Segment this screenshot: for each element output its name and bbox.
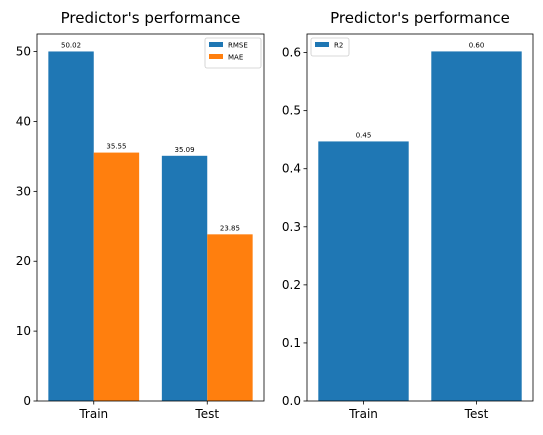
chart-left: Predictor's performance 50.02 35.09 35.55 23… (16, 9, 264, 421)
legend: RMSE MAE (205, 38, 261, 68)
x-tick-label: Test (194, 407, 219, 421)
data-label: 0.45 (356, 131, 372, 139)
chart-title: Predictor's performance (61, 9, 241, 27)
y-tick-label: 0.1 (282, 336, 301, 350)
y-tick-label: 50 (16, 45, 31, 59)
bar-rmse-train (48, 51, 93, 401)
chart-title: Predictor's performance (330, 9, 510, 27)
legend-label-rmse: RMSE (228, 42, 248, 50)
x-tick-label: Test (464, 407, 489, 421)
legend-label-r2: R2 (334, 42, 343, 50)
data-label: 0.60 (469, 41, 485, 49)
bar-r2-test (431, 51, 521, 401)
y-tick-label: 0 (23, 394, 31, 408)
legend-swatch-mae (209, 54, 223, 59)
y-tick-label: 0.6 (282, 46, 301, 60)
bar-mae-test (207, 234, 252, 401)
y-tick-label: 0.4 (282, 162, 301, 176)
y-tick-label: 20 (16, 254, 31, 268)
bar-r2-train (318, 141, 408, 401)
y-tick-label: 0.3 (282, 220, 301, 234)
x-tick-label: Train (78, 407, 108, 421)
bar-mae-train (94, 153, 139, 401)
legend-swatch-rmse (209, 42, 223, 47)
legend-label-mae: MAE (228, 54, 243, 62)
y-tick-label: 10 (16, 324, 31, 338)
legend: R2 (311, 38, 349, 56)
y-tick-label: 0.0 (282, 394, 301, 408)
y-tick-label: 0.5 (282, 104, 301, 118)
chart-right: Predictor's performance 0.45 0.60 0.0 0.1 0.2… (282, 9, 533, 421)
y-tick-label: 40 (16, 114, 31, 128)
bar-rmse-test (162, 156, 207, 401)
data-label: 35.55 (106, 143, 126, 151)
y-tick-label: 30 (16, 184, 31, 198)
legend-swatch-r2 (315, 42, 329, 47)
x-tick-label: Train (348, 407, 378, 421)
data-label: 50.02 (61, 41, 81, 49)
data-label: 35.09 (175, 146, 195, 154)
y-tick-label: 0.2 (282, 278, 301, 292)
data-label: 23.85 (220, 224, 240, 232)
